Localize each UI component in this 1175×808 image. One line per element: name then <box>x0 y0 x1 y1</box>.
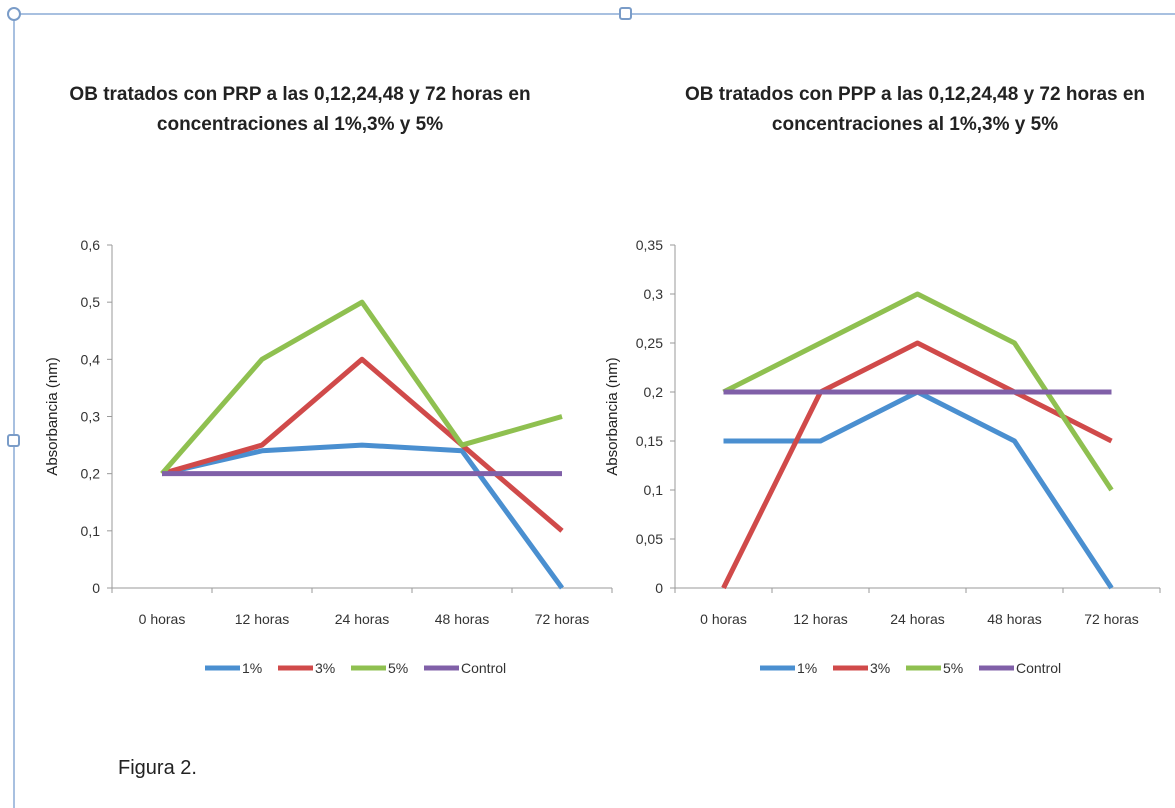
top-resize-handle[interactable] <box>619 7 632 20</box>
legend-label: 3% <box>315 660 335 676</box>
series-line-1pct <box>161 442 565 590</box>
corner-resize-handle[interactable] <box>7 7 21 21</box>
series-line-5pct <box>160 299 563 476</box>
x-tick-label: 48 horas <box>435 611 489 627</box>
legend-label: Control <box>1016 660 1061 676</box>
chart-prp: 0 0,1 0,2 0,3 0,4 0,5 0,6 0 horas 12 horas 24 hor… <box>44 237 613 676</box>
y-tick-label: 0,15 <box>636 433 663 449</box>
chart-title-line-2: concentraciones al 1%,3% y 5% <box>771 114 1059 135</box>
x-tick-label: 48 horas <box>987 611 1041 627</box>
y-tick-label: 0,1 <box>644 482 664 498</box>
left-resize-handle[interactable] <box>7 434 20 447</box>
y-axis-title: Absorbancia (nm) <box>604 357 621 475</box>
legend: 1% 3% 5% Control <box>205 660 506 676</box>
y-axis-title: Absorbancia (nm) <box>44 357 61 475</box>
x-tick-label: 24 horas <box>890 611 944 627</box>
x-tick-label: 12 horas <box>793 611 847 627</box>
chart-ppp: 0 0,05 0,1 0,15 0,2 0,25 0,3 0,35 0 horas 12 hora… <box>604 237 1161 676</box>
legend-label: 3% <box>870 660 890 676</box>
x-tick-label: 0 horas <box>700 611 747 627</box>
x-tick-label: 12 horas <box>235 611 289 627</box>
chart-title-prp: OB tratados con PRP a las 0,12,24,48 y 7… <box>30 80 570 140</box>
y-tick-label: 0 <box>655 580 663 596</box>
legend-label: Control <box>461 660 506 676</box>
y-tick-label: 0,1 <box>81 523 101 539</box>
series-line-1pct <box>723 389 1114 590</box>
y-tick-label: 0,6 <box>81 237 101 253</box>
legend-label: 1% <box>797 660 817 676</box>
chart-title-line-1: OB tratados con PRP a las 0,12,24,48 y 7… <box>69 84 531 105</box>
chart-title-line-1: OB tratados con PPP a las 0,12,24,48 y 7… <box>684 84 1146 105</box>
y-tick-label: 0 <box>92 580 100 596</box>
y-tick-label: 0,5 <box>81 294 101 310</box>
legend-label: 5% <box>943 660 963 676</box>
x-tick-label: 0 horas <box>139 611 186 627</box>
series-line-3pct <box>721 340 1113 590</box>
y-tick-label: 0,3 <box>644 286 664 302</box>
y-tick-label: 0,35 <box>636 237 663 253</box>
x-tick-label: 72 horas <box>1084 611 1138 627</box>
chart-title-ppp: OB tratados con PPP a las 0,12,24,48 y 7… <box>645 80 1175 140</box>
y-tick-label: 0,2 <box>81 466 101 482</box>
legend-label: 5% <box>388 660 408 676</box>
y-tick-label: 0,3 <box>81 409 101 425</box>
y-tick-label: 0,4 <box>81 351 101 367</box>
legend: 1% 3% 5% Control <box>760 660 1061 676</box>
y-tick-label: 0,2 <box>644 384 664 400</box>
x-tick-label: 24 horas <box>335 611 389 627</box>
legend-label: 1% <box>242 660 262 676</box>
y-tick-label: 0,25 <box>636 335 663 351</box>
figure-caption: Figura 2. <box>118 757 197 779</box>
y-tick-label: 0,05 <box>636 531 663 547</box>
x-tick-label: 72 horas <box>535 611 589 627</box>
chart-title-line-2: concentraciones al 1%,3% y 5% <box>156 114 444 135</box>
